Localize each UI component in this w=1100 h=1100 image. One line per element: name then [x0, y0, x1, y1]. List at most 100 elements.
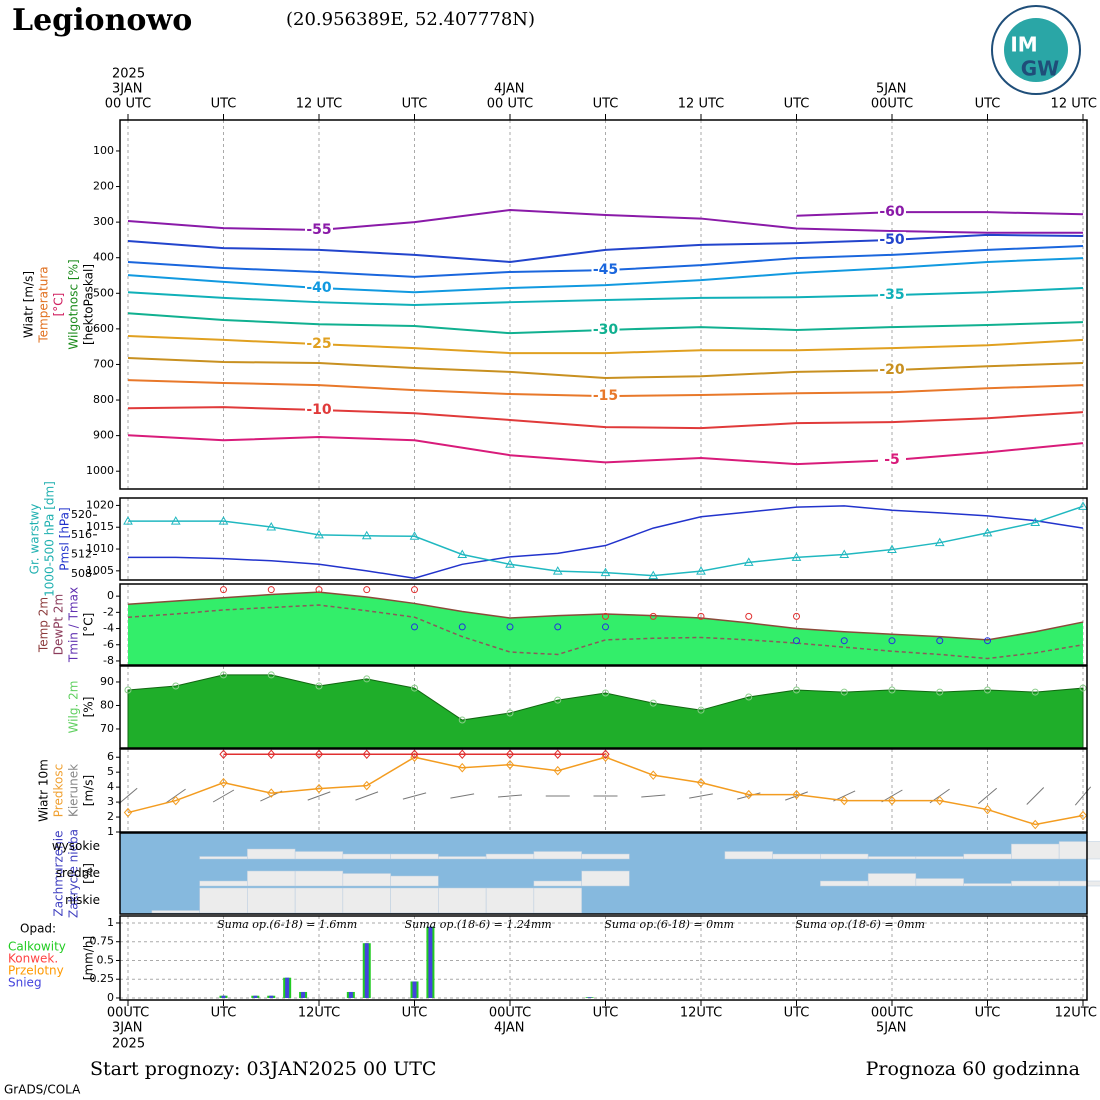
annotation: Suma op.(18-6) = 0mm	[795, 918, 925, 931]
panel-frame	[119, 665, 1088, 749]
isotherm	[796, 211, 1084, 217]
wind-barb	[689, 793, 713, 799]
cloud-bar	[390, 853, 439, 860]
marker	[123, 807, 133, 818]
y2-tick-label: 520	[71, 508, 92, 521]
logo-text: GW	[1021, 57, 1059, 81]
label-bg	[591, 321, 620, 338]
isotherm	[127, 257, 1084, 294]
marker	[744, 789, 753, 800]
isotherm	[127, 233, 1084, 263]
y-tick-label: -2	[103, 605, 114, 618]
marker	[554, 696, 562, 704]
y-tick-label: 6	[107, 750, 114, 763]
marker	[1078, 501, 1088, 510]
y-tick-label: -8	[103, 654, 114, 667]
y-tick-label: 0.75	[90, 935, 115, 948]
wind-barb	[1026, 787, 1045, 805]
isotherm-label: -10	[306, 402, 332, 418]
y-tick-label: 700	[93, 357, 114, 370]
y-axis-label: [hektoPaskal]	[82, 264, 96, 345]
y-tick-label: 900	[93, 429, 114, 442]
cloud-bar	[915, 878, 964, 887]
isotherm-label: -5	[884, 452, 900, 468]
line	[128, 505, 1084, 580]
y-tick-label: 2	[107, 810, 114, 823]
panel-frame	[119, 915, 1088, 1001]
cloud-bar	[390, 875, 439, 887]
place-title: Legionowo	[12, 3, 192, 38]
y-tick-label: 600	[93, 322, 114, 335]
y-axis-label: Temperatura	[37, 266, 51, 343]
isotherm-label: -60	[879, 204, 905, 220]
y2-tick-label: 508	[71, 567, 92, 580]
isotherm	[127, 434, 1084, 466]
marker	[362, 749, 371, 759]
label-bg	[878, 452, 906, 469]
wind-barb	[977, 787, 998, 805]
y2-tick-label: 512	[71, 547, 92, 560]
marker	[554, 623, 562, 631]
cloud-bar	[199, 887, 248, 914]
marker	[793, 686, 800, 694]
isotherm-label: -50	[879, 232, 905, 248]
cloud-bar	[772, 853, 821, 860]
marker	[410, 749, 419, 759]
y-tick-label: 1	[107, 825, 114, 838]
y-axis-label: Zakrycie nieba	[67, 829, 81, 918]
cloud-bar	[820, 880, 869, 887]
cloud-bar	[199, 856, 248, 860]
isotherm	[127, 357, 1084, 379]
y-tick-label: 200	[93, 180, 114, 193]
isotherm-label: -30	[593, 322, 619, 338]
y-axis-label: [°C]	[82, 613, 96, 637]
cloud-level: srednie	[56, 866, 100, 880]
legend-entry: Snieg	[8, 976, 42, 990]
marker	[696, 566, 706, 575]
x-tick-label: 00UTC	[871, 97, 913, 112]
y-tick-label: 500	[93, 286, 114, 299]
x-tick-label: 00UTC	[871, 1006, 913, 1021]
date-label: 2025	[112, 67, 145, 82]
marker	[840, 637, 848, 645]
y-axis-label: [m/s]	[82, 775, 96, 806]
x-tick-label: 00 UTC	[105, 97, 151, 112]
y-tick-label: 1005	[86, 564, 114, 577]
marker	[840, 688, 848, 696]
marker	[745, 612, 753, 620]
isotherm-label: -45	[593, 262, 618, 278]
y-axis-label: Wiatr 10m	[37, 759, 51, 822]
marker	[220, 671, 227, 679]
marker	[267, 788, 276, 798]
panel-frame	[119, 748, 1088, 833]
wind-barb	[118, 787, 138, 805]
cloud-bar	[294, 851, 344, 860]
coordinates: (20.956389E, 52.407778N)	[286, 9, 535, 30]
cloud-bar	[1058, 841, 1100, 860]
precip-bar	[364, 943, 369, 998]
logo: IM GW	[991, 5, 1081, 95]
panel-frame	[119, 119, 1088, 490]
marker	[314, 749, 324, 759]
cloud-bar	[1011, 880, 1060, 887]
line	[127, 604, 1084, 660]
precip-bar	[221, 995, 226, 998]
marker	[649, 770, 658, 780]
y-axis-label: Gr. warstwy	[28, 504, 42, 575]
marker	[648, 570, 659, 580]
y-axis-label: [%]	[82, 863, 96, 884]
marker	[363, 586, 371, 594]
y-tick-label: 3	[107, 795, 114, 808]
marker	[793, 612, 800, 620]
annotation: Suma op.(18-6) = 1.24mm	[405, 918, 552, 931]
annotation: Suma op.(6-18) = 0mm	[604, 918, 734, 931]
marker	[935, 795, 944, 806]
label-bg	[305, 336, 333, 353]
marker	[1078, 810, 1088, 821]
y-tick-label: 1015	[86, 520, 114, 533]
isotherm-label: -40	[306, 280, 332, 296]
wind-barb	[402, 792, 427, 800]
marker	[553, 749, 562, 759]
marker	[218, 516, 229, 525]
marker	[792, 789, 801, 800]
